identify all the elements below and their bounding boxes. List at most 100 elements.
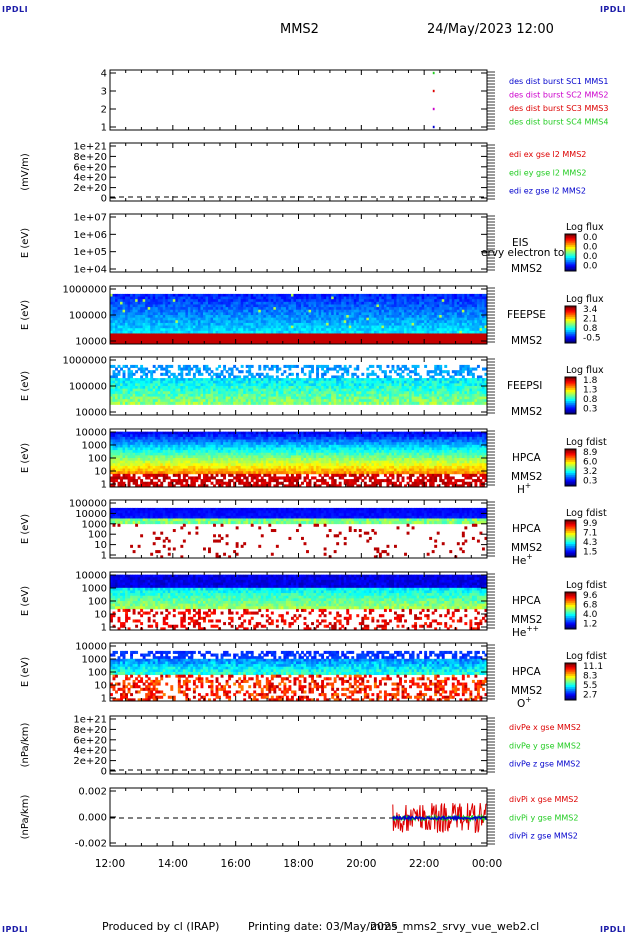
spectrogram-cell <box>137 336 141 340</box>
spectrogram-cell <box>404 388 407 392</box>
spectrogram-cell <box>130 293 134 297</box>
spectrogram-cell <box>424 328 428 332</box>
spectrogram-cell <box>321 391 325 395</box>
spectrogram-cell <box>313 338 317 342</box>
spectrogram-cell <box>449 307 453 311</box>
spectrogram-cell <box>388 378 392 382</box>
spectrogram-cell <box>481 307 485 311</box>
spectrogram-cell <box>270 401 274 405</box>
spectrogram-cell <box>275 299 279 303</box>
y-tick-label: 4 <box>101 69 107 80</box>
spectrogram-cell <box>278 330 282 334</box>
spectrogram-cell <box>145 336 149 340</box>
spectrogram-cell <box>195 325 199 329</box>
spectrogram-cell <box>401 375 405 379</box>
spectrogram-cell <box>434 333 438 337</box>
spectrogram-cell <box>358 401 362 405</box>
spectrogram-cell <box>471 293 475 297</box>
spectrogram-cell <box>197 338 201 342</box>
spectrogram-cell <box>328 328 332 332</box>
spectrogram-cell <box>208 383 211 387</box>
spectrogram-cell <box>280 307 284 311</box>
spectrogram-cell <box>479 307 483 311</box>
spectrogram-cell <box>195 293 199 297</box>
spectrogram-cell <box>429 293 433 297</box>
spectrogram-cell <box>275 338 279 342</box>
spectrogram-cell <box>331 391 335 395</box>
spectrogram-cell <box>258 364 262 368</box>
spectrogram-cell <box>371 304 375 308</box>
spectrogram-cell <box>235 386 239 390</box>
spectrogram-cell <box>298 317 302 321</box>
spectrogram-cell <box>456 307 460 311</box>
spectrogram-cell <box>466 333 470 337</box>
spectrogram-cell <box>170 296 174 300</box>
spectrogram-cell <box>137 309 141 313</box>
spectrogram-cell <box>145 393 149 397</box>
spectrogram-cell <box>122 304 126 308</box>
spectrogram-cell <box>142 330 146 334</box>
spectrogram-cell <box>323 396 327 400</box>
spectrogram-cell <box>376 299 380 303</box>
spectrogram-cell <box>112 309 116 313</box>
spectrogram-cell <box>469 304 473 308</box>
spectrogram-cell <box>449 315 453 319</box>
spectrogram-cell <box>444 320 448 324</box>
spectrogram-cell <box>414 301 418 305</box>
spectrogram-cell <box>245 293 249 297</box>
spectrogram-cell <box>110 401 113 405</box>
spectrogram-cell <box>145 401 149 405</box>
corner-label-top-right: IPDLI <box>599 5 626 14</box>
spectrogram-cell <box>434 317 438 321</box>
spectrogram-cell <box>454 399 458 403</box>
spectrogram-cell <box>110 388 113 392</box>
spectrogram-cell <box>306 393 309 397</box>
spectrogram-cell <box>130 378 134 382</box>
spectrogram-cell <box>416 341 420 345</box>
spectrogram-cell <box>343 391 347 395</box>
spectrogram-cell <box>341 309 345 313</box>
spectrogram-cell <box>260 325 264 329</box>
spectrogram-cell <box>112 393 116 397</box>
spectrogram-cell <box>195 336 199 340</box>
spectrogram-cell <box>182 386 186 390</box>
spectrogram-cell <box>321 338 325 342</box>
spectrogram-cell <box>270 333 274 337</box>
spectrogram-cell <box>225 315 229 319</box>
spectrogram-cell <box>416 315 420 319</box>
spectrogram-cell <box>270 312 274 316</box>
spectrogram-cell <box>263 333 267 337</box>
spectrogram-cell <box>172 320 176 324</box>
spectrogram-cell <box>371 325 375 329</box>
spectrogram-cell <box>426 322 430 326</box>
spectrogram-cell <box>358 380 362 384</box>
spectrogram-cell <box>202 383 206 387</box>
spectrogram-cell <box>152 315 156 319</box>
spectrogram-cell <box>210 301 214 305</box>
spectrogram-cell <box>215 328 219 332</box>
spectrogram-cell <box>278 383 282 387</box>
spectrogram-cell <box>278 307 282 311</box>
spectrogram-cell <box>311 396 314 400</box>
spectrogram-cell <box>386 322 390 326</box>
spectrogram-cell <box>311 367 314 371</box>
spectrogram-cell <box>373 312 377 316</box>
spectrogram-cell <box>386 309 390 313</box>
spectrogram-cell <box>371 336 375 340</box>
spectrogram-cell <box>439 386 443 390</box>
spectrogram-cell <box>341 383 345 387</box>
spectrogram-cell <box>208 399 211 403</box>
spectrogram-cell <box>172 396 176 400</box>
spectrogram-cell <box>122 336 126 340</box>
spectrogram-cell <box>351 396 355 400</box>
spectrogram-cell <box>288 317 292 321</box>
spectrogram-cell <box>321 304 325 308</box>
spectrogram-cell <box>187 341 191 345</box>
spectrogram-cell <box>396 301 400 305</box>
spectrogram-cell <box>479 330 483 334</box>
spectrogram-cell <box>210 293 214 297</box>
spectrogram-cell <box>298 312 302 316</box>
spectrogram-cell <box>160 322 164 326</box>
spectrogram-cell <box>280 383 284 387</box>
spectrogram-cell <box>283 399 287 403</box>
